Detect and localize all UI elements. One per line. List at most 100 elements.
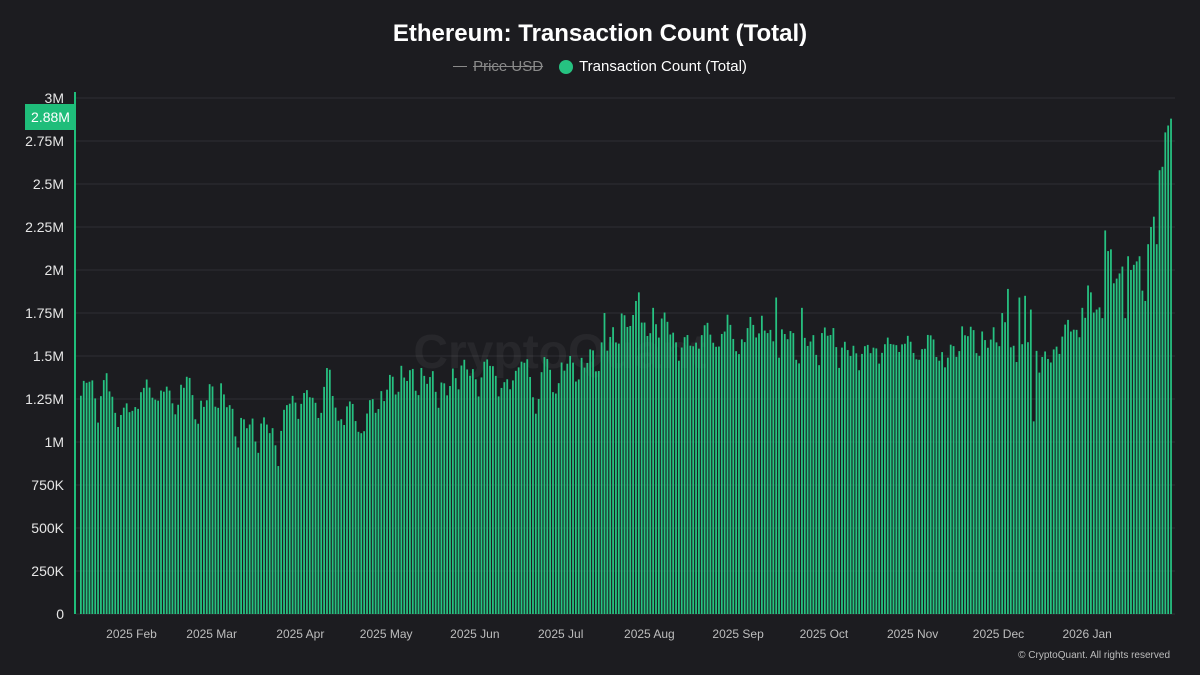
bar	[489, 365, 491, 614]
bar	[426, 383, 428, 614]
x-tick-label: 2026 Jan	[1062, 627, 1111, 641]
bar	[835, 347, 838, 614]
bar	[440, 382, 443, 614]
bar	[640, 322, 643, 614]
bar	[826, 335, 829, 614]
bar	[686, 335, 689, 614]
bar	[363, 431, 366, 614]
bar	[446, 395, 449, 614]
bar	[1144, 300, 1147, 614]
bar	[326, 368, 328, 614]
bar	[1004, 322, 1006, 614]
bar	[1098, 307, 1101, 614]
legend-label-transaction-count: Transaction Count (Total)	[579, 58, 747, 75]
bar	[729, 324, 732, 614]
bar	[815, 354, 818, 614]
bar	[323, 386, 325, 614]
bar	[1072, 329, 1075, 614]
bar	[886, 337, 889, 614]
bar	[331, 395, 334, 614]
chart-title: Ethereum: Transaction Count (Total)	[392, 20, 808, 47]
legend-item-transaction-count[interactable]: Transaction Count (Total)	[559, 58, 747, 75]
bar	[311, 397, 314, 614]
bar	[374, 412, 377, 614]
bar	[443, 383, 446, 614]
bar	[225, 407, 228, 614]
bar	[998, 346, 1001, 614]
bar	[423, 375, 426, 614]
bar	[732, 338, 735, 614]
bar	[145, 379, 148, 614]
bar	[743, 342, 746, 614]
bar	[755, 337, 758, 614]
bar	[586, 362, 589, 614]
bar	[200, 400, 202, 614]
bar	[612, 327, 614, 614]
legend-item-price-usd[interactable]: Price USD	[453, 58, 543, 75]
bar	[185, 376, 188, 614]
bar	[1024, 295, 1026, 614]
bar	[575, 381, 577, 614]
bar	[205, 400, 208, 614]
x-tick-label: 2025 Aug	[624, 627, 675, 641]
bar	[211, 386, 214, 614]
bar	[303, 392, 305, 614]
bar	[546, 359, 549, 614]
bar	[809, 341, 812, 614]
bar	[655, 324, 657, 614]
bar	[351, 403, 354, 614]
bar	[1147, 244, 1150, 614]
bar	[878, 363, 881, 614]
bar	[926, 334, 929, 614]
bar	[380, 391, 383, 614]
bar	[220, 383, 222, 614]
bar	[297, 418, 300, 614]
bar	[1107, 251, 1109, 614]
y-tick-label: 2.5M	[33, 176, 64, 192]
bar	[549, 369, 552, 614]
bar	[1075, 329, 1078, 614]
bar	[1021, 344, 1024, 614]
bar	[1067, 319, 1069, 614]
bar	[783, 334, 786, 614]
bar	[726, 314, 729, 614]
bar	[140, 392, 142, 614]
bar	[111, 396, 114, 614]
bar	[1027, 342, 1029, 614]
bar	[1152, 216, 1155, 614]
x-tick-label: 2025 Jul	[538, 627, 583, 641]
bar	[94, 398, 97, 614]
bar	[160, 390, 162, 614]
bar	[469, 375, 471, 614]
x-tick-label: 2025 Dec	[973, 627, 1024, 641]
bar	[409, 370, 411, 614]
bar	[131, 410, 134, 614]
bar	[391, 376, 394, 614]
bar	[626, 326, 629, 614]
bar	[386, 389, 388, 614]
bar	[134, 407, 137, 614]
bar	[497, 396, 500, 614]
bar	[283, 409, 285, 614]
bar	[806, 345, 809, 614]
bar	[846, 350, 849, 614]
bar	[1150, 227, 1152, 614]
bar	[237, 447, 240, 614]
bar	[254, 441, 257, 614]
bar	[1132, 264, 1135, 614]
bar	[274, 445, 277, 614]
bar	[715, 346, 717, 614]
y-tick-label: 0	[56, 606, 64, 622]
bar	[1035, 350, 1038, 614]
bar	[723, 331, 726, 614]
bar	[414, 390, 417, 614]
bar	[122, 407, 125, 614]
y-tick-label: 1.25M	[25, 391, 64, 407]
bar	[168, 390, 171, 614]
bar	[403, 377, 406, 614]
bar	[137, 408, 139, 614]
bar	[354, 421, 357, 614]
chart-legend: Price USD Transaction Count (Total)	[0, 58, 1200, 75]
y-tick-label: 1.5M	[33, 348, 64, 364]
bar	[400, 365, 403, 614]
